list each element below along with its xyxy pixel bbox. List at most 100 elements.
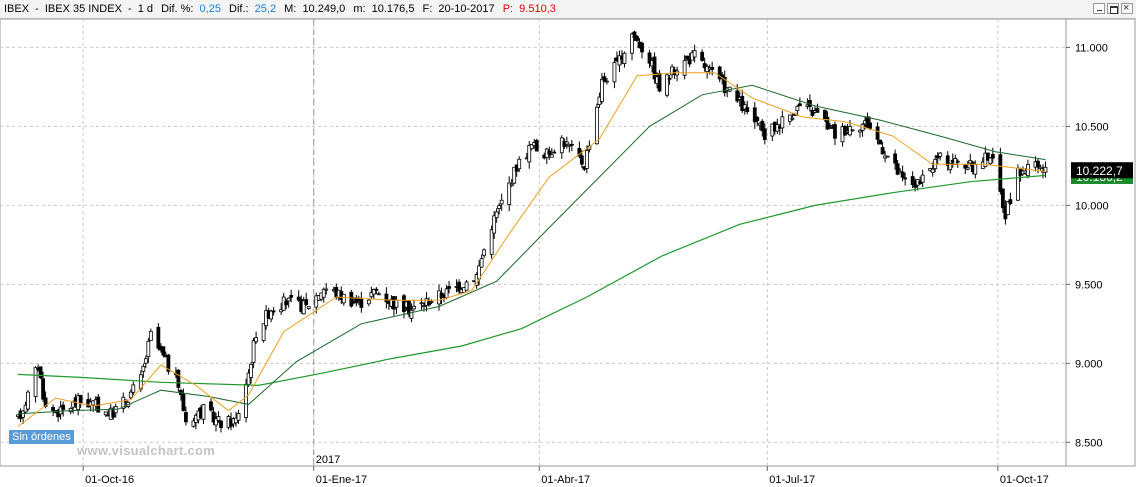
minimize-button[interactable]: [1093, 3, 1105, 14]
candle-body: [191, 420, 196, 427]
moving-average-fast-line: [17, 72, 1046, 427]
candle-body: [825, 116, 830, 130]
candle-body: [61, 404, 66, 410]
candle-body: [990, 153, 995, 159]
candle-body: [244, 383, 248, 418]
candle-body: [710, 66, 715, 70]
candle-body: [1043, 166, 1048, 173]
candle-body: [762, 128, 767, 140]
candle-body: [900, 171, 905, 178]
candle-body: [419, 302, 424, 305]
price-value: 9.510,3: [519, 3, 556, 15]
symbol-code: IBEX: [4, 3, 30, 15]
candle-body: [552, 151, 557, 154]
max-value: 10.249,0: [302, 3, 346, 15]
candle-body: [865, 116, 870, 128]
close-icon: ×: [1123, 2, 1130, 14]
no-orders-badge: Sin órdenes: [9, 430, 74, 444]
candle-body: [384, 293, 389, 303]
candle-body: [630, 33, 634, 54]
candle-body: [33, 367, 38, 397]
candle-body: [1038, 166, 1043, 169]
candle-body: [407, 300, 411, 315]
candle-body: [369, 292, 374, 298]
candle-body: [148, 330, 153, 341]
candle-body: [760, 120, 765, 132]
candle-body: [482, 249, 487, 256]
timeframe-label: 1 d: [137, 3, 154, 15]
price-label: P:: [502, 3, 514, 15]
candle-body: [1036, 160, 1040, 168]
candle-body: [444, 288, 449, 299]
candle-body: [529, 144, 534, 150]
candle-body: [968, 160, 973, 164]
candle-body: [121, 396, 126, 409]
candle-body: [181, 393, 186, 411]
date-value: 20-10-2017: [438, 3, 495, 15]
close-button[interactable]: ×: [1121, 2, 1133, 14]
dif-label: Dif.:: [229, 3, 249, 15]
candle-body: [652, 56, 657, 80]
candle-body: [700, 51, 705, 61]
candle-body: [702, 63, 707, 69]
candle-body: [735, 90, 740, 102]
candle-body: [271, 310, 276, 313]
candle-body: [948, 163, 953, 170]
candle-body: [499, 199, 504, 205]
candle-body: [930, 168, 935, 173]
candle-body: [1005, 201, 1010, 215]
candle-body: [868, 122, 872, 129]
dif-value: 25,2: [254, 3, 277, 15]
candle-body: [635, 35, 639, 41]
candle-body: [569, 143, 574, 146]
price-badges: 10.205,110.186,210.222,7: [1071, 162, 1133, 184]
candle-body: [602, 76, 607, 82]
candle-body: [965, 167, 970, 170]
candle-body: [547, 150, 552, 155]
candle-body: [507, 182, 512, 205]
candle-body: [745, 107, 750, 113]
candle-body: [494, 211, 499, 219]
candle-body: [885, 155, 890, 158]
candle-body: [945, 155, 950, 166]
candle-body: [600, 78, 604, 102]
maximize-button[interactable]: [1107, 3, 1119, 14]
candle-body: [128, 391, 133, 399]
candle-body: [780, 116, 785, 129]
moving-average-slow-line: [17, 174, 1046, 387]
candle-body: [740, 95, 745, 112]
candle-body: [955, 160, 960, 163]
candle-body: [858, 129, 862, 133]
candle-body: [314, 295, 319, 308]
x-tick-label: 01-Oct-17: [1000, 474, 1049, 486]
candle-body: [682, 60, 687, 76]
candle-body: [875, 126, 880, 140]
candle-body: [895, 163, 900, 175]
year-marker-label: 2017: [316, 454, 340, 466]
candle-body: [269, 310, 274, 320]
candle-body: [341, 293, 346, 304]
date-label: F:: [422, 3, 433, 15]
min-value: 10.176,5: [371, 3, 415, 15]
candle-body: [667, 77, 672, 80]
candle-body: [797, 103, 802, 107]
candle-body: [815, 108, 820, 113]
candle-body: [464, 281, 469, 291]
candle-body: [374, 288, 379, 291]
candle-body: [251, 340, 256, 363]
candle-body: [103, 411, 108, 416]
candle-body: [141, 366, 146, 372]
candle-body: [429, 301, 434, 304]
candle-body: [219, 420, 223, 429]
candle-body: [640, 42, 644, 53]
candle-body: [371, 289, 376, 295]
candle-body: [146, 340, 151, 357]
candle-body: [657, 72, 662, 92]
y-axis: 11.000 10.500 10.000 9.500 9.000 8.500: [1065, 18, 1136, 467]
candlestick-series: [16, 30, 1048, 433]
candle-body: [810, 109, 815, 116]
candle-body: [612, 62, 617, 83]
candle-body: [412, 306, 416, 310]
